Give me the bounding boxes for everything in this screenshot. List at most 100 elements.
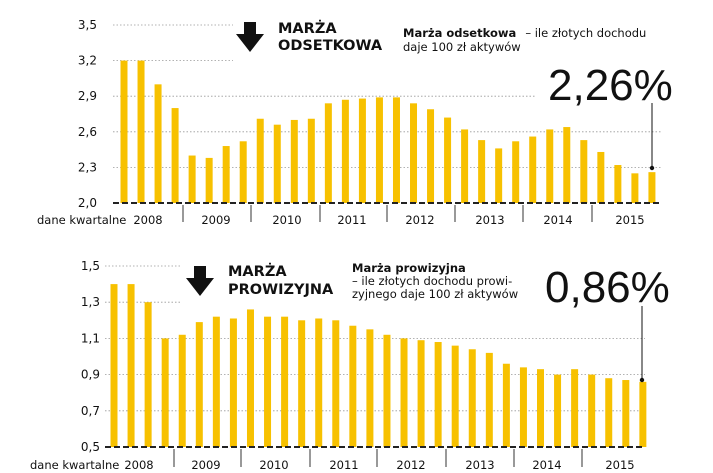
year-label: 2009 [191, 458, 220, 472]
year-label: 2010 [272, 213, 301, 227]
bar [622, 380, 630, 447]
bar [246, 309, 254, 447]
year-label: 2015 [615, 213, 644, 227]
bar [554, 374, 562, 447]
bar [205, 157, 213, 203]
year-label: 2014 [543, 213, 572, 227]
bar [178, 334, 186, 447]
bar [478, 140, 486, 203]
bar [332, 320, 340, 447]
y-tick-label: 1,3 [81, 295, 100, 309]
bar [171, 108, 179, 203]
bar [110, 284, 118, 447]
y-tick-label: 3,2 [78, 54, 97, 68]
bar [597, 151, 605, 203]
bars [110, 284, 647, 447]
bar [639, 381, 647, 447]
bar [512, 141, 520, 203]
year-label: 2009 [201, 213, 230, 227]
bar [281, 316, 289, 447]
bar [366, 329, 374, 447]
bar [324, 103, 332, 203]
bar [631, 173, 639, 203]
x-axis-label: dane kwartalne [37, 213, 126, 227]
bar [537, 369, 544, 447]
bar [383, 334, 391, 447]
bar [195, 322, 203, 447]
bar [273, 124, 281, 203]
x-axis-years: 2008 2009 2010 2011 2012 2013 2014 2015 [124, 449, 635, 472]
arrow-down-icon [186, 266, 214, 296]
bar [546, 129, 554, 203]
y-tick-label: 0,5 [81, 440, 100, 454]
bar [495, 148, 503, 203]
year-label: 2008 [124, 458, 153, 472]
chart-title-line1: MARŻA [228, 263, 287, 280]
chart-title-line2: ODSETKOWA [278, 38, 383, 54]
highlight-value: 2,26% [548, 61, 673, 110]
bar [461, 129, 469, 203]
description: Marża odsetkowa – ile złotych dochodu [403, 22, 646, 41]
bar [410, 103, 418, 203]
y-axis-ticks: 2,0 2,3 2,6 2,9 3,2 3,5 [78, 18, 97, 210]
y-tick-label: 0,7 [81, 404, 100, 418]
y-axis-ticks: 0,5 0,7 0,9 1,1 1,3 1,5 [81, 259, 100, 454]
y-tick-label: 1,1 [81, 331, 100, 345]
chart-title-line1: MARŻA [278, 20, 337, 37]
y-tick-label: 3,5 [78, 18, 97, 32]
leader-dot [639, 377, 645, 383]
bar [315, 318, 323, 447]
leader-dot [649, 165, 655, 171]
bar [144, 302, 152, 447]
highlight-value: 0,86% [545, 263, 670, 312]
bar [120, 60, 128, 203]
y-tick-label: 1,5 [81, 259, 100, 273]
bar [417, 340, 425, 447]
year-label: 2013 [475, 213, 504, 227]
y-tick-label: 2,9 [78, 89, 97, 103]
bar [290, 119, 298, 203]
bar [400, 338, 408, 447]
y-tick-label: 2,3 [78, 160, 97, 174]
bar [375, 97, 383, 203]
chart-title-line2: PROWIZYJNA [228, 282, 334, 298]
bar [434, 342, 442, 447]
bars [120, 60, 656, 203]
bar [451, 345, 459, 447]
bar [563, 127, 571, 203]
bar [614, 165, 622, 203]
description-line2: daje 100 zł aktywów [403, 40, 521, 54]
bar [648, 172, 656, 203]
year-label: 2011 [337, 213, 366, 227]
gridlines [105, 265, 645, 412]
bar [298, 320, 306, 447]
bar [485, 352, 493, 447]
commission-margin-chart: 0,5 0,7 0,9 1,1 1,3 1,5 2008 2009 2010 2011 2012 2… [30, 259, 670, 472]
year-label: 2012 [396, 458, 425, 472]
description-title: Marża prowizyjna [352, 261, 466, 275]
bar [502, 363, 510, 447]
bar [161, 338, 169, 447]
bar [605, 378, 613, 447]
bar [222, 146, 230, 203]
bar [571, 369, 579, 447]
bar [580, 140, 588, 203]
year-label: 2010 [259, 458, 288, 472]
bar [349, 325, 357, 447]
interest-margin-chart: 2,0 2,3 2,6 2,9 3,2 3,5 2008 2009 2010 2011 2012 2… [37, 18, 673, 227]
y-tick-label: 0,9 [81, 368, 100, 382]
y-tick-label: 2,0 [78, 196, 97, 210]
arrow-down-icon [236, 22, 264, 52]
description-line2: zyjnego daje 100 zł aktywów [352, 287, 518, 301]
bar [341, 99, 349, 203]
year-label: 2008 [133, 213, 162, 227]
bar [519, 367, 527, 447]
bar [358, 98, 366, 203]
bar [137, 60, 145, 203]
year-label: 2014 [532, 458, 561, 472]
year-label: 2012 [405, 213, 434, 227]
y-tick-label: 2,6 [78, 125, 97, 139]
x-axis-label: dane kwartalne [30, 458, 119, 472]
year-label: 2011 [329, 458, 358, 472]
bar [212, 316, 220, 447]
